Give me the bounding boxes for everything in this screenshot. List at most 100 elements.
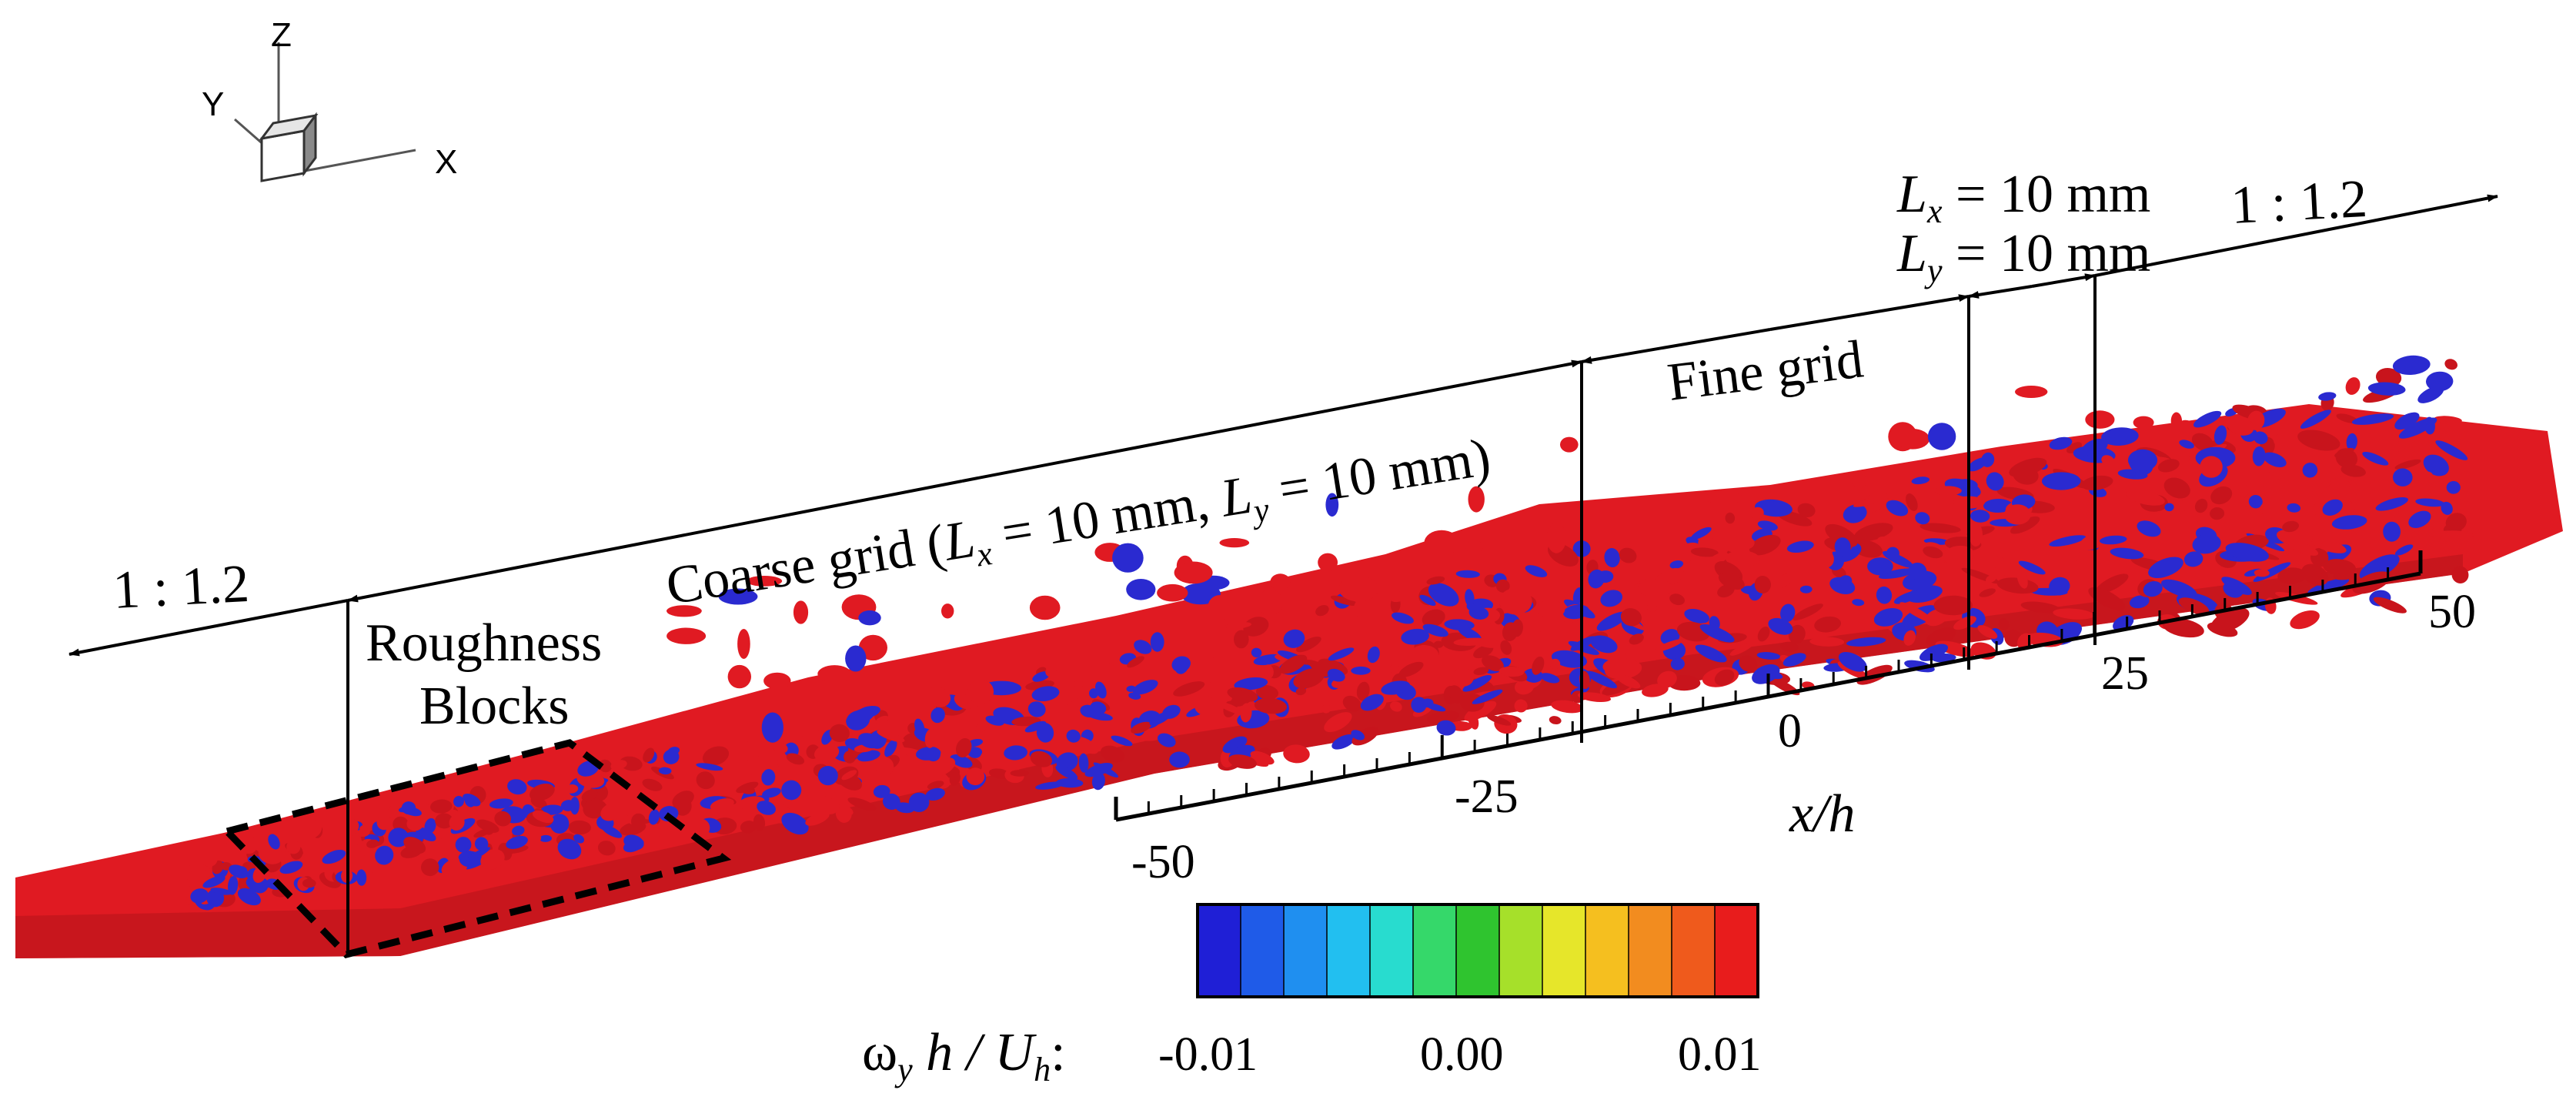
positive-vortex xyxy=(2200,456,2223,478)
positive-vortex xyxy=(1412,644,1439,663)
positive-vortex xyxy=(1796,590,1819,609)
positive-vortex xyxy=(1512,619,1523,637)
positive-vortex xyxy=(642,778,663,791)
negative-vortex xyxy=(1756,667,1783,680)
x-tick-label: -25 xyxy=(1455,771,1519,823)
positive-vortex xyxy=(1295,687,1307,696)
positive-vortex xyxy=(2085,410,2115,429)
negative-vortex xyxy=(2104,430,2134,442)
colorbar-cell xyxy=(1585,904,1629,997)
positive-vortex xyxy=(1468,486,1485,513)
negative-vortex xyxy=(2161,579,2197,598)
positive-vortex xyxy=(1356,681,1370,701)
positive-vortex xyxy=(1617,653,1628,661)
negative-vortex xyxy=(2346,433,2357,451)
negative-vortex xyxy=(2408,510,2431,528)
positive-vortex xyxy=(2311,537,2347,553)
negative-vortex xyxy=(1422,624,1448,637)
positive-vortex xyxy=(1255,685,1279,700)
positive-vortex xyxy=(2334,447,2354,458)
positive-vortex xyxy=(1258,589,1283,616)
positive-vortex xyxy=(2451,566,2469,583)
colorbar-cell xyxy=(1456,904,1500,997)
positive-vortex xyxy=(2170,412,2183,430)
positive-vortex xyxy=(1953,616,1976,630)
colorbar-cell xyxy=(1284,904,1328,997)
positive-vortex xyxy=(2207,622,2238,637)
negative-vortex xyxy=(2393,468,2413,486)
negative-vortex xyxy=(696,763,723,771)
negative-vortex xyxy=(1695,644,1727,663)
positive-vortex xyxy=(212,842,234,862)
positive-vortex xyxy=(1729,641,1754,656)
positive-vortex xyxy=(1157,583,1188,602)
negative-vortex xyxy=(1031,686,1060,702)
positive-vortex xyxy=(692,818,710,837)
positive-vortex xyxy=(2282,520,2299,533)
positive-vortex xyxy=(476,819,499,833)
negative-vortex xyxy=(1782,653,1806,667)
positive-vortex xyxy=(480,849,505,870)
negative-vortex xyxy=(1551,650,1587,668)
negative-vortex xyxy=(1222,736,1248,754)
positive-vortex xyxy=(1263,664,1274,679)
positive-vortex xyxy=(2276,529,2310,547)
positive-vortex xyxy=(1903,630,1916,646)
positive-vortex xyxy=(1532,656,1545,675)
negative-vortex xyxy=(1876,586,1893,604)
positive-vortex xyxy=(1852,540,1883,558)
positive-vortex xyxy=(1324,712,1352,733)
negative-vortex xyxy=(1768,617,1793,635)
positive-vortex xyxy=(1296,636,1321,653)
positive-vortex xyxy=(1351,727,1379,746)
positive-vortex xyxy=(1638,579,1673,597)
colorbar-frame xyxy=(1196,903,1759,998)
positive-vortex xyxy=(1030,751,1052,767)
positive-vortex xyxy=(1010,770,1029,777)
transition-arrow-right xyxy=(2031,273,2096,288)
negative-vortex xyxy=(279,861,303,874)
negative-vortex xyxy=(1843,504,1867,523)
negative-vortex xyxy=(2193,410,2222,428)
positive-vortex xyxy=(2191,433,2214,452)
positive-vortex xyxy=(1852,473,1867,489)
roughness-label-line1: Roughness xyxy=(366,613,602,673)
positive-vortex xyxy=(777,758,791,770)
negative-vortex xyxy=(1540,673,1560,684)
negative-vortex xyxy=(1331,734,1355,750)
negative-vortex xyxy=(1886,547,1899,560)
positive-vortex xyxy=(1218,702,1243,714)
positive-vortex xyxy=(875,715,890,724)
positive-vortex xyxy=(286,840,301,854)
positive-vortex xyxy=(406,816,424,831)
colorbar-cell xyxy=(1629,904,1672,997)
axes-triad: Z Y X xyxy=(202,16,457,182)
negative-vortex xyxy=(2148,557,2183,579)
negative-vortex xyxy=(2300,410,2331,429)
positive-vortex xyxy=(1704,491,1743,504)
negative-vortex xyxy=(1786,540,1814,553)
positive-vortex xyxy=(376,814,392,831)
negative-vortex xyxy=(415,827,436,841)
positive-vortex xyxy=(1714,669,1735,686)
positive-vortex xyxy=(1819,550,1834,568)
negative-vortex xyxy=(761,769,776,786)
positive-vortex xyxy=(1228,754,1258,769)
positive-vortex xyxy=(1391,589,1415,603)
negative-vortex xyxy=(190,888,209,904)
positive-vortex xyxy=(2101,455,2115,466)
negative-vortex xyxy=(1091,772,1105,791)
negative-vortex xyxy=(2367,382,2406,396)
positive-vortex xyxy=(2081,475,2113,490)
negative-vortex xyxy=(2287,503,2301,513)
positive-vortex xyxy=(1768,570,1800,590)
positive-vortex xyxy=(1422,609,1445,627)
positive-vortex xyxy=(967,679,994,704)
negative-vortex xyxy=(322,849,346,864)
negative-vortex xyxy=(237,888,261,906)
negative-vortex xyxy=(2394,412,2420,430)
positive-vortex xyxy=(1514,679,1535,695)
negative-vortex xyxy=(539,834,552,842)
positive-vortex xyxy=(1577,692,1612,703)
positive-vortex xyxy=(1923,546,1943,559)
